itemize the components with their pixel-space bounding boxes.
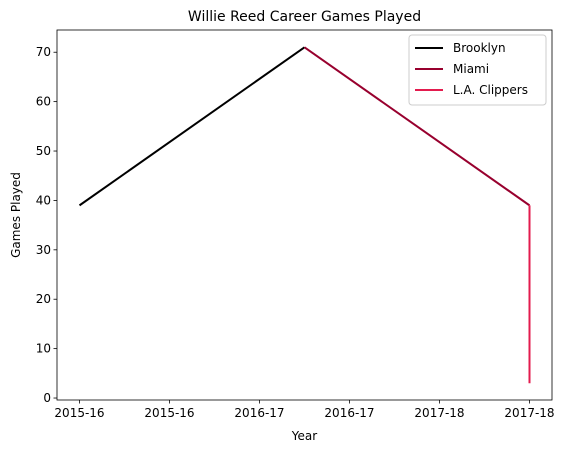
y-axis: 0 10 20 30 40 50 60 70	[36, 45, 57, 405]
plot-frame	[56, 29, 553, 401]
y-tick-label: 50	[36, 144, 51, 158]
x-tick-label: 2017-18	[414, 406, 464, 420]
series-line	[303, 46, 531, 207]
y-tick-label: 30	[36, 243, 51, 257]
x-axis: 2015-16 2015-16 2016-17 2016-17 2017-18 2017-…	[54, 400, 555, 420]
legend-label: Miami	[453, 62, 489, 76]
y-tick-label: 20	[36, 292, 51, 306]
y-tick-label: 40	[36, 193, 51, 207]
legend-label: L.A. Clippers	[453, 83, 528, 97]
legend-label: Brooklyn	[453, 41, 506, 55]
series-layer	[78, 46, 531, 384]
y-tick-label: 60	[36, 95, 51, 109]
x-tick-label: 2015-16	[54, 406, 104, 420]
x-axis-label: Year	[291, 429, 317, 443]
x-tick-label: 2016-17	[324, 406, 374, 420]
legend: Brooklyn Miami L.A. Clippers	[408, 34, 547, 106]
chart-title: Willie Reed Career Games Played	[188, 9, 421, 25]
legend-box	[408, 34, 547, 106]
x-tick-label: 2016-17	[234, 406, 284, 420]
y-tick-label: 70	[36, 45, 51, 59]
y-tick-label: 10	[36, 342, 51, 356]
y-axis-label: Games Played	[9, 172, 23, 258]
y-tick-label: 0	[43, 391, 51, 405]
series-line	[78, 46, 306, 207]
x-tick-label: 2017-18	[504, 406, 554, 420]
x-tick-label: 2015-16	[144, 406, 194, 420]
